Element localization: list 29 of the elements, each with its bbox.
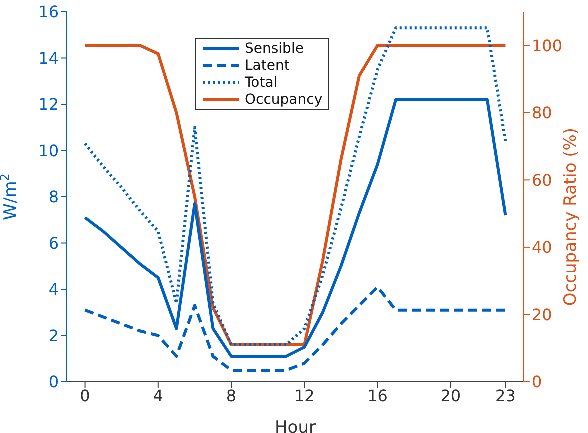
y-tick-label: 6	[48, 234, 59, 253]
y2-tick-label: 20	[532, 305, 552, 324]
x-tick-label: 12	[294, 386, 315, 406]
x-tick-label: 23	[496, 386, 516, 406]
line-series	[84, 286, 508, 372]
x-tick-label: 16	[368, 386, 388, 406]
y2-axis-title: Occupancy Ratio (%)	[561, 128, 581, 306]
y-tick-label: 10	[38, 141, 59, 160]
y-tick-label: 8	[48, 188, 59, 207]
y-tick-label: 4	[48, 280, 59, 300]
x-tick-label: 20	[440, 386, 462, 406]
legend-label: Latent	[245, 58, 290, 74]
x-axis-title: Hour	[275, 418, 316, 433]
y2-tick-label: 40	[532, 238, 552, 258]
y2-tick-label: 80	[532, 104, 552, 123]
y-tick-label: 14	[38, 48, 59, 68]
y-tick-label: 16	[38, 2, 59, 22]
y-tick-label: 0	[48, 372, 59, 392]
y-tick-label: 2	[48, 326, 59, 346]
legend-label: Sensible	[245, 40, 304, 56]
x-tick-label: 8	[226, 386, 237, 406]
legend-label: Total	[245, 74, 278, 90]
y2-tick-label: 0	[532, 372, 542, 392]
y2-tick-label: 100	[532, 36, 563, 56]
y-tick-label: 12	[38, 95, 59, 114]
x-tick-label: 0	[80, 386, 90, 406]
legend-label: Occupancy	[245, 92, 323, 108]
x-tick-label: 4	[153, 386, 164, 406]
y2-tick-label: 60	[532, 170, 552, 190]
